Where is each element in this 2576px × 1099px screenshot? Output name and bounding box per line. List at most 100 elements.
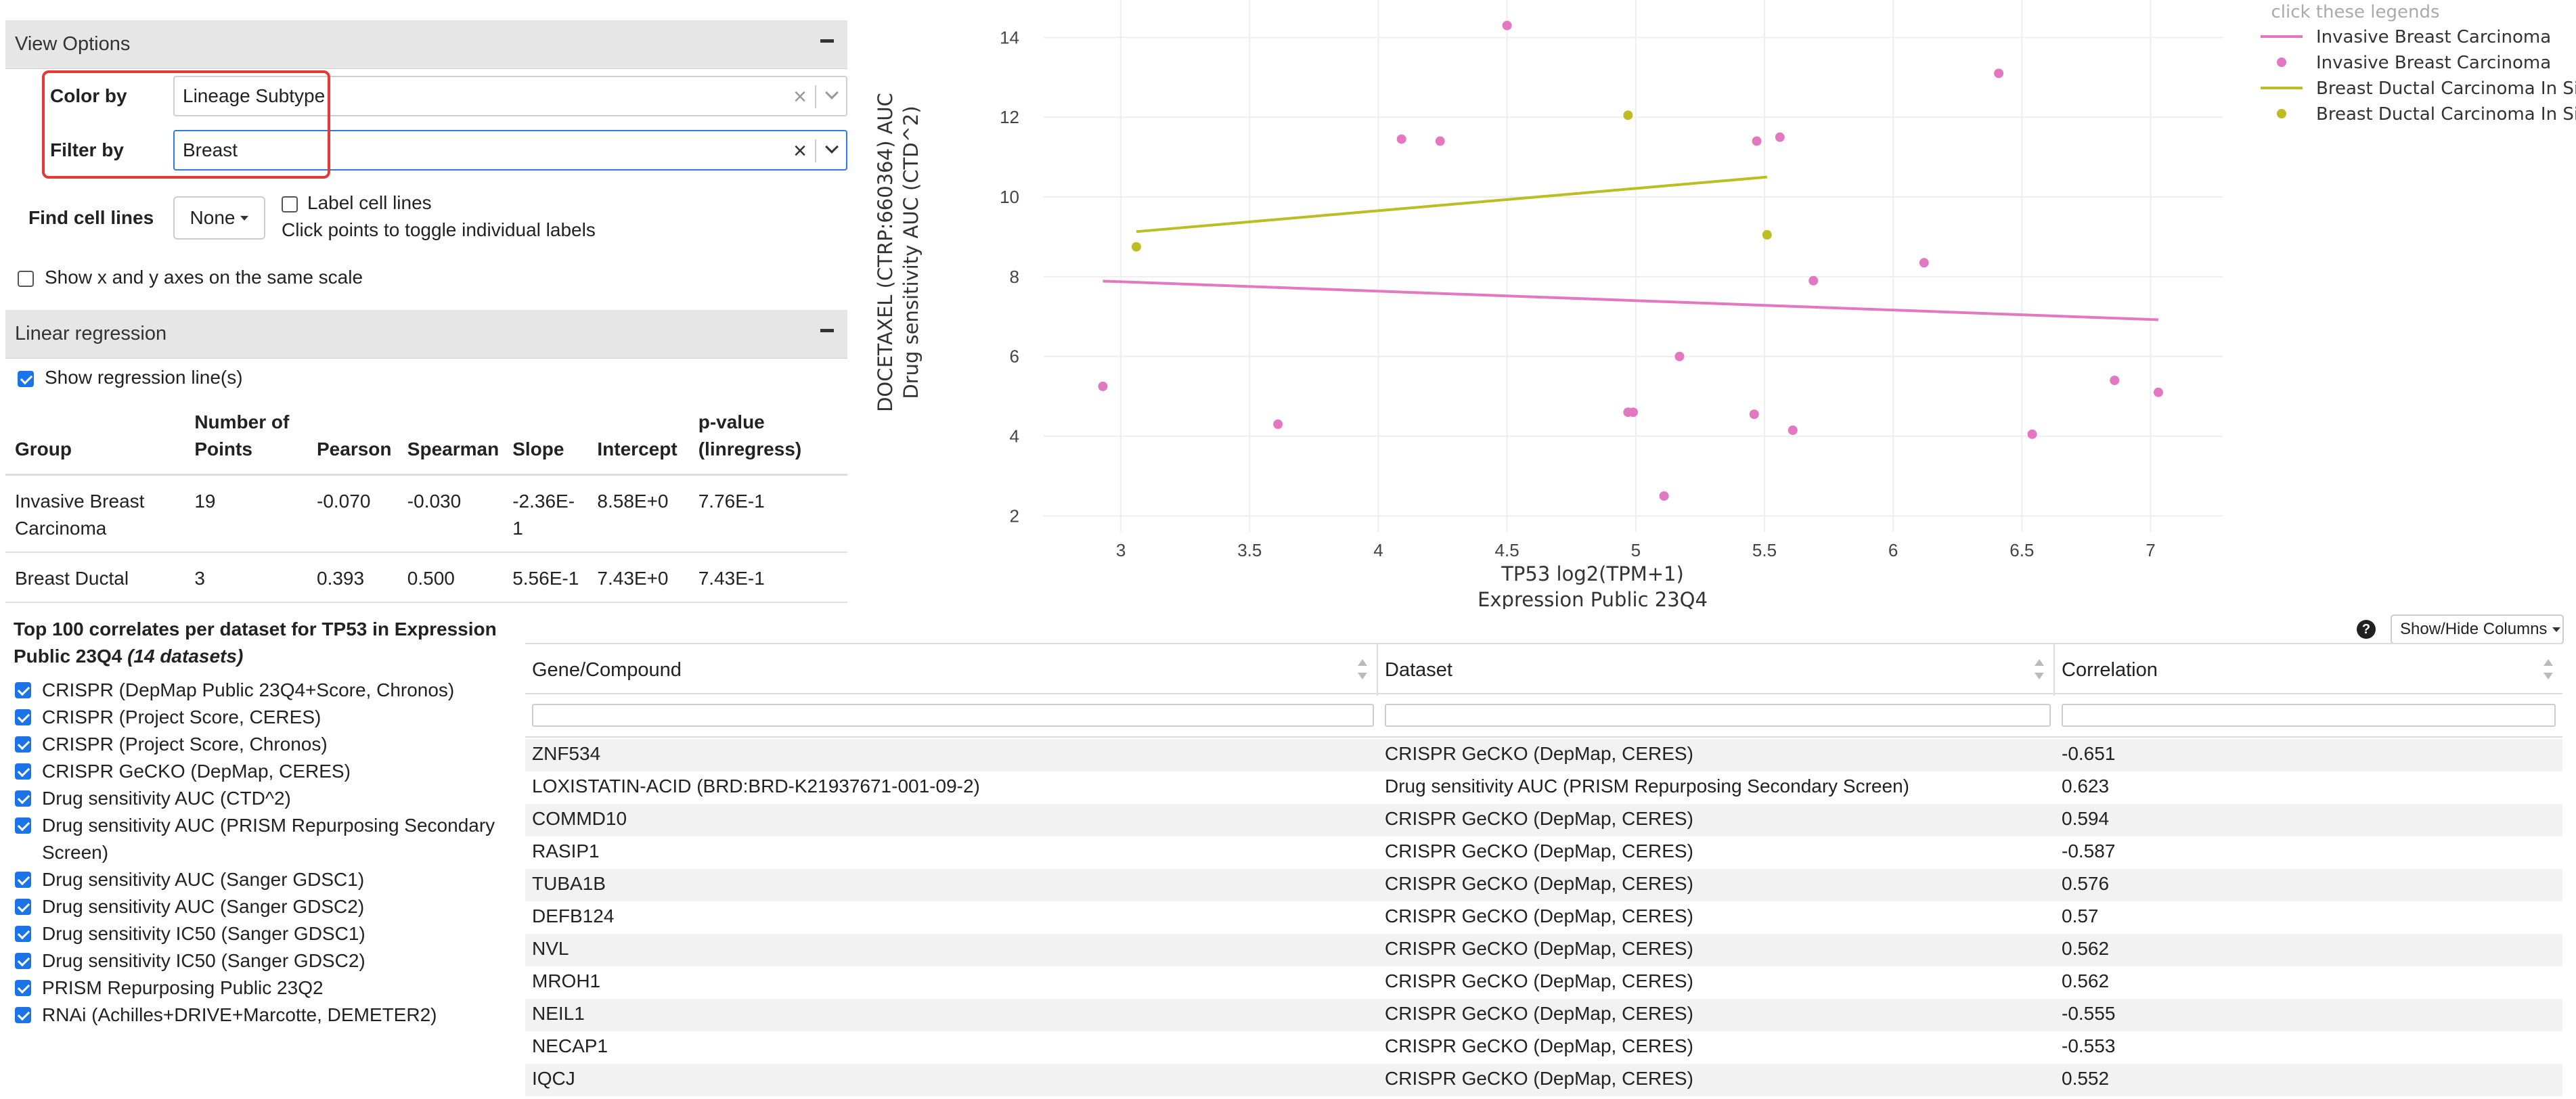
clear-icon[interactable]: × bbox=[793, 138, 807, 164]
collapse-icon[interactable] bbox=[820, 39, 834, 43]
table-row[interactable]: RASIP1 CRISPR GeCKO (DepMap, CERES) -0.587 bbox=[525, 836, 2562, 869]
legend-marker-swatch[interactable] bbox=[2277, 58, 2286, 67]
dataset-checkbox[interactable] bbox=[15, 682, 31, 698]
dataset-checkbox-item[interactable]: CRISPR (DepMap Public 23Q4+Score, Chrono… bbox=[14, 677, 528, 704]
col-header-dataset[interactable]: Dataset bbox=[1378, 644, 2055, 696]
same-scale-checkbox[interactable] bbox=[18, 271, 34, 287]
dataset-checkbox[interactable] bbox=[15, 763, 31, 780]
data-points[interactable] bbox=[1098, 20, 2163, 501]
data-point[interactable] bbox=[1131, 242, 1141, 252]
dataset-checkbox[interactable] bbox=[15, 899, 31, 915]
data-point[interactable] bbox=[1749, 409, 1759, 420]
data-point[interactable] bbox=[2027, 429, 2037, 439]
data-point[interactable] bbox=[1674, 351, 1685, 361]
dataset-checkbox-item[interactable]: CRISPR (Project Score, Chronos) bbox=[14, 731, 528, 758]
dataset-checkbox[interactable] bbox=[15, 709, 31, 725]
table-row[interactable]: ZNF534 CRISPR GeCKO (DepMap, CERES) -0.651 bbox=[525, 739, 2562, 771]
table-row[interactable]: TUBA1B CRISPR GeCKO (DepMap, CERES) 0.576 bbox=[525, 869, 2562, 901]
data-point[interactable] bbox=[1775, 132, 1785, 142]
show-regression-checkbox[interactable] bbox=[18, 371, 34, 387]
cell: -2.36E-1 bbox=[503, 474, 588, 553]
data-point[interactable] bbox=[1396, 134, 1406, 144]
dataset-checkbox[interactable] bbox=[15, 817, 31, 834]
correlates-title-count: (14 datasets) bbox=[127, 646, 244, 667]
table-row[interactable]: NVL CRISPR GeCKO (DepMap, CERES) 0.562 bbox=[525, 934, 2562, 966]
dataset-checkbox-item[interactable]: Drug sensitivity AUC (Sanger GDSC2) bbox=[14, 893, 528, 920]
filter-by-select[interactable]: Breast × bbox=[173, 130, 847, 171]
sort-icon[interactable] bbox=[2035, 659, 2044, 679]
col-header: p-value (linregress) bbox=[688, 403, 847, 476]
dataset-checkbox[interactable] bbox=[15, 790, 31, 807]
table-row[interactable]: NEIL1 CRISPR GeCKO (DepMap, CERES) -0.555 bbox=[525, 999, 2562, 1031]
dataset-checkbox-item[interactable]: Drug sensitivity AUC (CTD^2) bbox=[14, 785, 528, 812]
chevron-down-icon[interactable] bbox=[825, 86, 839, 99]
table-row[interactable]: NECAP1 CRISPR GeCKO (DepMap, CERES) -0.553 bbox=[525, 1031, 2562, 1064]
legend-entry-marker[interactable]: Invasive Breast Carcinoma bbox=[2316, 53, 2551, 73]
table-row[interactable]: ZNF578CRISPR GeCKO (DepMap, CERES)-0.546 bbox=[525, 1096, 2562, 1099]
gene-filter-input[interactable] bbox=[532, 704, 1374, 727]
data-point[interactable] bbox=[1752, 136, 1762, 146]
dataset-checkbox[interactable] bbox=[15, 736, 31, 753]
y-tick-label: 6 bbox=[1010, 346, 1019, 367]
dataset-checkbox-item[interactable]: Drug sensitivity IC50 (Sanger GDSC1) bbox=[14, 920, 528, 947]
show-hide-columns-button[interactable]: Show/Hide Columns bbox=[2391, 614, 2564, 644]
dataset-checkbox[interactable] bbox=[15, 926, 31, 942]
table-row[interactable]: MROH1 CRISPR GeCKO (DepMap, CERES) 0.562 bbox=[525, 966, 2562, 999]
dataset-checkbox-item[interactable]: Drug sensitivity AUC (Sanger GDSC1) bbox=[14, 866, 528, 893]
legend-entry-line[interactable]: Breast Ductal Carcinoma In Situ bbox=[2316, 78, 2576, 99]
dataset-filter-input[interactable] bbox=[1385, 704, 2051, 727]
data-point[interactable] bbox=[1623, 110, 1633, 120]
legend-entry-line[interactable]: Invasive Breast Carcinoma bbox=[2316, 27, 2551, 47]
table-row[interactable]: COMMD10 CRISPR GeCKO (DepMap, CERES) 0.594 bbox=[525, 804, 2562, 836]
dataset-checkbox[interactable] bbox=[15, 1007, 31, 1023]
data-point[interactable] bbox=[1659, 491, 1669, 501]
data-point[interactable] bbox=[1808, 275, 1819, 286]
y-axis-label: DOCETAXEL (CTRP:660364) AUC bbox=[874, 93, 897, 412]
dataset-checkbox-item[interactable]: CRISPR GeCKO (DepMap, CERES) bbox=[14, 758, 528, 785]
col-header-correlation[interactable]: Correlation bbox=[2055, 644, 2562, 696]
label-cell-lines-checkbox[interactable] bbox=[282, 196, 298, 212]
dataset-checkbox-item[interactable]: CRISPR (Project Score, CERES) bbox=[14, 704, 528, 731]
clear-icon[interactable]: × bbox=[793, 84, 807, 110]
data-point[interactable] bbox=[2110, 376, 2120, 386]
scatter-plot[interactable]: 3 3.5 4 4.5 5 5.5 6 6.5 7 2 4 6 8 10 12 14 TP53 log2(TP… bbox=[853, 0, 2576, 609]
sort-icon[interactable] bbox=[2544, 659, 2553, 679]
data-point[interactable] bbox=[1502, 20, 1512, 30]
data-point[interactable] bbox=[1919, 258, 1929, 268]
data-point[interactable] bbox=[1787, 425, 1798, 435]
data-point[interactable] bbox=[1628, 407, 1638, 418]
dataset-label: CRISPR GeCKO (DepMap, CERES) bbox=[42, 761, 351, 782]
view-options-header[interactable]: View Options bbox=[5, 20, 847, 69]
data-point[interactable] bbox=[2153, 387, 2163, 397]
help-icon[interactable]: ? bbox=[2357, 620, 2376, 639]
color-by-select[interactable]: Lineage Subtype × bbox=[173, 76, 847, 116]
dataset-checkbox[interactable] bbox=[15, 953, 31, 969]
dataset-checkbox[interactable] bbox=[15, 980, 31, 996]
cell: 7.76E-1 bbox=[688, 474, 847, 553]
table-row[interactable]: LOXISTATIN-ACID (BRD:BRD-K21937671-001-0… bbox=[525, 771, 2562, 804]
legend-marker-swatch[interactable] bbox=[2277, 109, 2286, 118]
dataset-checkbox-item[interactable]: Drug sensitivity AUC (PRISM Repurposing … bbox=[14, 812, 528, 866]
chart-legend[interactable]: click these legends Invasive Breast Carci… bbox=[2261, 2, 2576, 125]
table-row[interactable]: DEFB124 CRISPR GeCKO (DepMap, CERES) 0.57 bbox=[525, 901, 2562, 934]
filter-by-label: Filter by bbox=[50, 139, 124, 160]
data-point[interactable] bbox=[1762, 230, 1772, 240]
chevron-down-icon[interactable] bbox=[825, 140, 839, 154]
data-point[interactable] bbox=[1273, 419, 1283, 429]
dataset-checkbox-item[interactable]: Drug sensitivity IC50 (Sanger GDSC2) bbox=[14, 947, 528, 974]
dataset-checkbox-item[interactable]: RNAi (Achilles+DRIVE+Marcotte, DEMETER2) bbox=[14, 1002, 528, 1029]
data-point[interactable] bbox=[1994, 68, 2004, 78]
dataset-checkbox[interactable] bbox=[15, 872, 31, 888]
data-point[interactable] bbox=[1435, 136, 1445, 146]
collapse-icon[interactable] bbox=[820, 329, 834, 332]
linear-regression-header[interactable]: Linear regression bbox=[5, 310, 847, 359]
sort-icon[interactable] bbox=[1358, 659, 1367, 679]
dataset-checkbox-item[interactable]: PRISM Repurposing Public 23Q2 bbox=[14, 974, 528, 1002]
col-header-gene[interactable]: Gene/Compound bbox=[525, 644, 1378, 696]
legend-entry-marker[interactable]: Breast Ductal Carcinoma In Situ bbox=[2316, 104, 2576, 125]
data-point[interactable] bbox=[1098, 381, 1108, 391]
color-by-value: Lineage Subtype bbox=[183, 85, 326, 106]
correlation-filter-input[interactable] bbox=[2062, 704, 2556, 727]
table-row[interactable]: IQCJ CRISPR GeCKO (DepMap, CERES) 0.552 bbox=[525, 1064, 2562, 1096]
find-cell-lines-dropdown[interactable]: None bbox=[173, 196, 265, 240]
